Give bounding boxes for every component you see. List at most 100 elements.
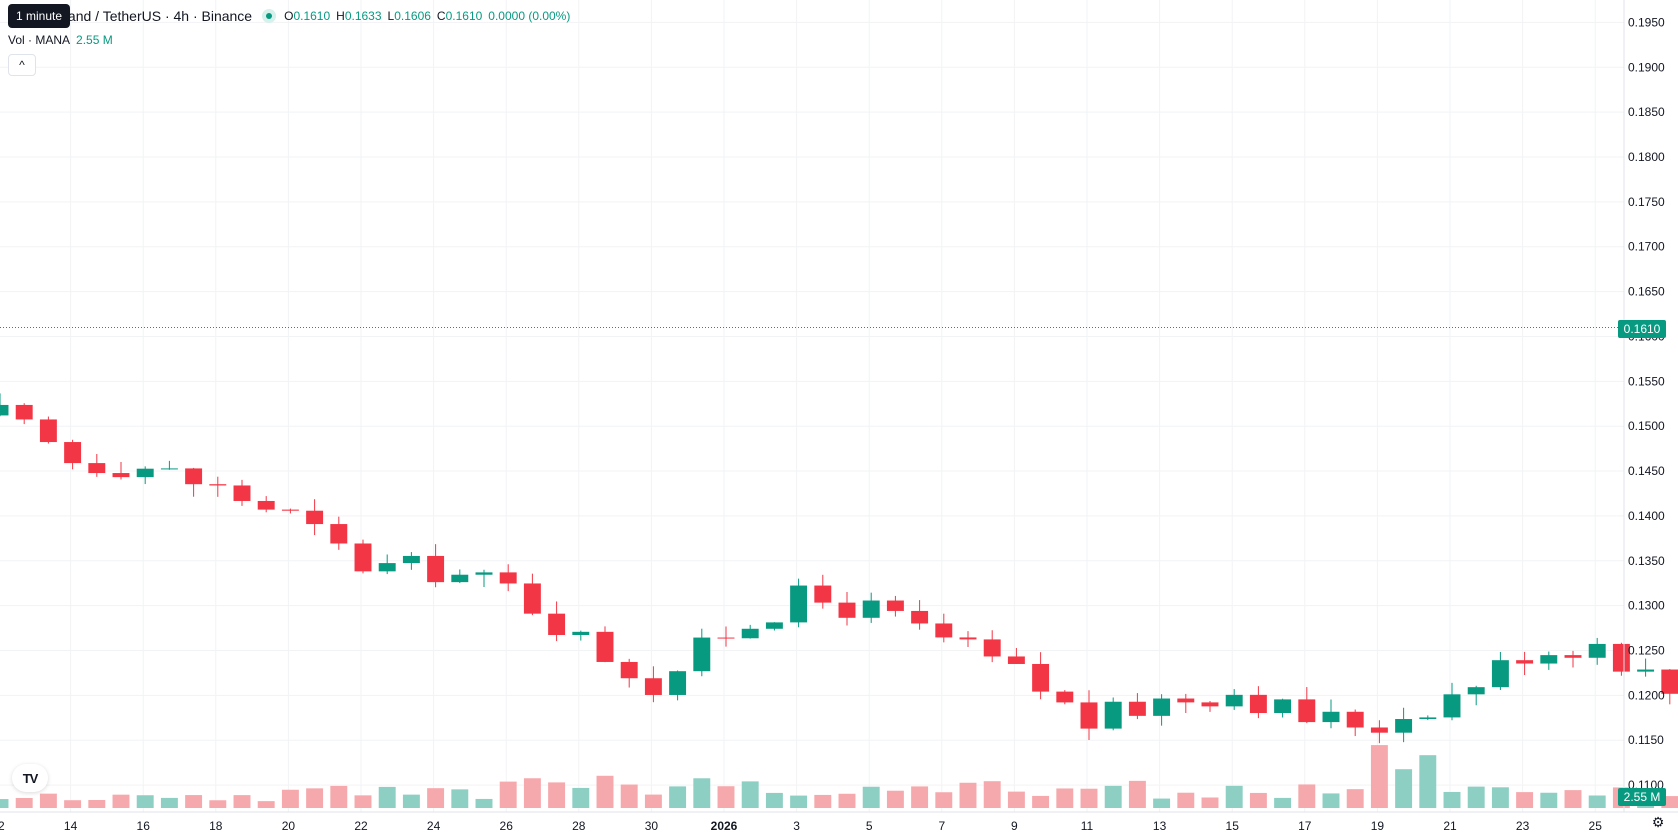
volume-bar <box>572 787 590 808</box>
volume-bar <box>1491 787 1509 808</box>
volume-bar <box>88 799 106 808</box>
candle-body <box>1249 694 1267 714</box>
volume-bar <box>402 794 420 808</box>
candle-body <box>209 484 227 486</box>
x-tick-label: 14 <box>64 819 78 833</box>
y-tick-label: 0.1250 <box>1628 643 1665 657</box>
candle-body <box>1080 702 1098 729</box>
y-tick-label: 0.1700 <box>1628 240 1665 254</box>
volume-bar <box>669 786 687 808</box>
volume-bar <box>596 775 614 808</box>
change-value: 0.0000 (0.00%) <box>488 9 571 23</box>
volume-bar <box>523 778 541 808</box>
volume-bar <box>1128 780 1146 808</box>
candle-body <box>886 600 904 611</box>
volume-bar <box>1177 792 1195 808</box>
chart-grid <box>0 0 1624 812</box>
candle-body <box>1491 660 1509 688</box>
x-tick-label: 17 <box>1298 819 1312 833</box>
open-value: O0.1610 <box>284 9 331 23</box>
volume-label: Vol · MANA <box>8 33 71 47</box>
candle-body <box>39 419 57 443</box>
candle-body <box>1540 655 1558 664</box>
chevron-up-icon: ^ <box>19 58 25 72</box>
x-tick-label: 5 <box>866 819 873 833</box>
candle-body <box>1467 687 1485 695</box>
y-tick-label: 0.1900 <box>1628 60 1665 74</box>
candle-body <box>354 543 372 572</box>
volume-bar <box>427 788 445 808</box>
volume-bar <box>862 786 880 808</box>
candle-body <box>862 600 880 618</box>
y-tick-label: 0.1750 <box>1628 195 1665 209</box>
candle-body <box>741 628 759 639</box>
candle-body <box>185 468 203 485</box>
volume-bar <box>1661 796 1678 808</box>
candle-body <box>1395 719 1413 733</box>
candle-body <box>765 622 783 629</box>
volume-bar <box>1346 789 1364 808</box>
volume-bar <box>886 790 904 808</box>
y-tick-label: 0.1450 <box>1628 464 1665 478</box>
tradingview-logo-icon[interactable]: TV <box>12 764 48 792</box>
volume-bar <box>1322 793 1340 808</box>
volume-bar <box>0 799 9 808</box>
x-tick-label: 7 <box>938 819 945 833</box>
volume-bar <box>765 792 783 808</box>
symbol-legend: Decentraland / TetherUS · 4h · Binance O… <box>8 8 570 24</box>
settings-gear-icon[interactable]: ⚙ <box>1651 814 1665 830</box>
volume-bar <box>911 786 929 808</box>
y-tick-label: 0.1850 <box>1628 105 1665 119</box>
y-tick-label: 0.1650 <box>1628 285 1665 299</box>
candle-body <box>0 404 9 416</box>
candle-body <box>814 585 832 603</box>
volume-bar <box>306 788 324 808</box>
candle-body <box>1322 711 1340 723</box>
volume-bar <box>1419 755 1437 808</box>
volume-bar <box>1564 790 1582 808</box>
volume-bar <box>112 794 130 808</box>
candle-body <box>475 572 493 575</box>
y-tick-label: 0.1400 <box>1628 509 1665 523</box>
x-tick-label: 25 <box>1589 819 1603 833</box>
volume-bar <box>354 795 372 808</box>
x-tick-label: 13 <box>1153 819 1167 833</box>
x-tick-label: 9 <box>1011 819 1018 833</box>
candle-body <box>548 613 566 635</box>
collapse-legend-button[interactable]: ^ <box>8 54 36 76</box>
x-tick-label: 16 <box>137 819 151 833</box>
y-tick-label: 0.1200 <box>1628 688 1665 702</box>
volume-bar <box>136 795 154 808</box>
time-axis[interactable]: 12 14 16 18 20 22 24 26 28 30 2026 3 5 7 9 11 13 15 17 19 21… <box>0 819 1602 833</box>
candle-body <box>717 637 735 639</box>
x-tick-label: 20 <box>282 819 296 833</box>
volume-bar <box>790 795 808 808</box>
candle-body <box>911 610 929 624</box>
candle-body <box>427 555 445 583</box>
volume-bar <box>644 794 662 808</box>
volume-bar <box>1032 795 1050 808</box>
x-tick-label: 15 <box>1226 819 1240 833</box>
y-tick-label: 0.1150 <box>1628 733 1664 747</box>
volume-bar <box>1370 745 1388 808</box>
market-status-icon[interactable] <box>262 9 277 23</box>
volume-bar <box>1249 792 1267 808</box>
x-tick-label: 26 <box>500 819 514 833</box>
candle-body <box>959 637 977 640</box>
volume-bar <box>330 785 348 808</box>
candle-body <box>1346 711 1364 728</box>
candle-body <box>1564 655 1582 658</box>
volume-bar <box>935 792 953 808</box>
volume-bar <box>983 781 1001 808</box>
volume-bar <box>620 784 638 808</box>
volume-bar <box>451 789 469 808</box>
candlesticks <box>0 393 1678 744</box>
price-axis[interactable]: 0.1950 0.1900 0.1850 0.1800 0.1750 0.1700 0.16… <box>1628 15 1665 792</box>
candle-body <box>523 583 541 614</box>
current-price-label: 0.1610 <box>1618 320 1666 338</box>
candle-body <box>1032 663 1050 692</box>
volume-legend[interactable]: Vol · MANA 2.55 M <box>8 33 113 47</box>
candle-body <box>1225 694 1243 707</box>
x-tick-label: 12 <box>0 819 5 833</box>
